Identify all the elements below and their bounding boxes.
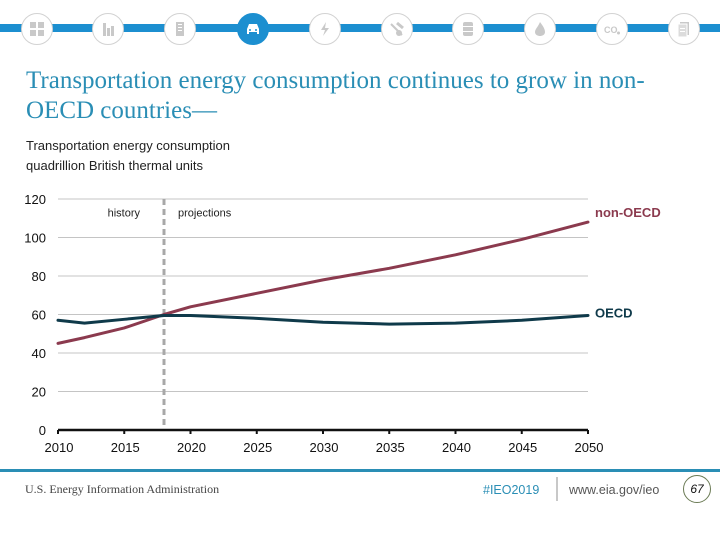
- svg-text:CO: CO: [604, 25, 618, 35]
- x-tick-label: 2030: [310, 440, 339, 455]
- y-tick-label: 100: [24, 231, 46, 246]
- x-tick-label: 2020: [177, 440, 206, 455]
- y-tick-label: 60: [32, 308, 46, 323]
- footer-url[interactable]: www.eia.gov/ieo: [569, 483, 660, 497]
- y-tick-label: 120: [24, 192, 46, 207]
- x-tick-label: 2050: [575, 440, 604, 455]
- petroleum-barrel-icon[interactable]: [452, 13, 484, 45]
- footer-divider: [0, 469, 720, 472]
- electricity-icon[interactable]: [309, 13, 341, 45]
- series-label-oecd: OECD: [595, 305, 633, 320]
- co2-emissions-icon[interactable]: CO: [596, 13, 628, 45]
- chart-subtitle: Transportation energy consumption quadri…: [26, 136, 230, 176]
- y-tick-label: 80: [32, 269, 46, 284]
- projections-label: projections: [178, 207, 232, 219]
- footer-organization: U.S. Energy Information Administration: [25, 482, 220, 496]
- coal-mining-icon[interactable]: [381, 13, 413, 45]
- x-tick-label: 2025: [243, 440, 272, 455]
- series-line-oecd: [56, 313, 590, 326]
- buildings-icon[interactable]: [164, 13, 196, 45]
- slide-title: Transportation energy consumption contin…: [26, 67, 645, 124]
- x-tick-label: 2035: [376, 440, 405, 455]
- documents-icon[interactable]: [668, 13, 700, 45]
- natural-gas-flame-icon[interactable]: [524, 13, 556, 45]
- chart-title: Transportation energy consumption: [26, 138, 231, 153]
- footer-separator: [556, 477, 558, 501]
- section-navbar: CO: [0, 0, 720, 60]
- transportation-car-icon[interactable]: [237, 13, 269, 45]
- history-label: history: [108, 207, 141, 219]
- series-line-non-oecd: [56, 220, 590, 345]
- y-tick-label: 0: [39, 423, 46, 438]
- overview-sectors-icon[interactable]: [21, 13, 53, 45]
- nav-line: [0, 24, 720, 32]
- x-tick-label: 2010: [45, 440, 74, 455]
- chart-units: quadrillion British thermal units: [26, 158, 204, 173]
- footer-hashtag[interactable]: #IEO2019: [483, 483, 540, 497]
- x-tick-label: 2040: [442, 440, 471, 455]
- page-number: 67: [683, 475, 711, 503]
- x-tick-label: 2015: [111, 440, 140, 455]
- y-tick-label: 40: [32, 346, 46, 361]
- series-label-non-oecd: non-OECD: [595, 205, 661, 220]
- industrial-icon[interactable]: [92, 13, 124, 45]
- x-tick-label: 2045: [508, 440, 537, 455]
- y-tick-label: 20: [32, 385, 46, 400]
